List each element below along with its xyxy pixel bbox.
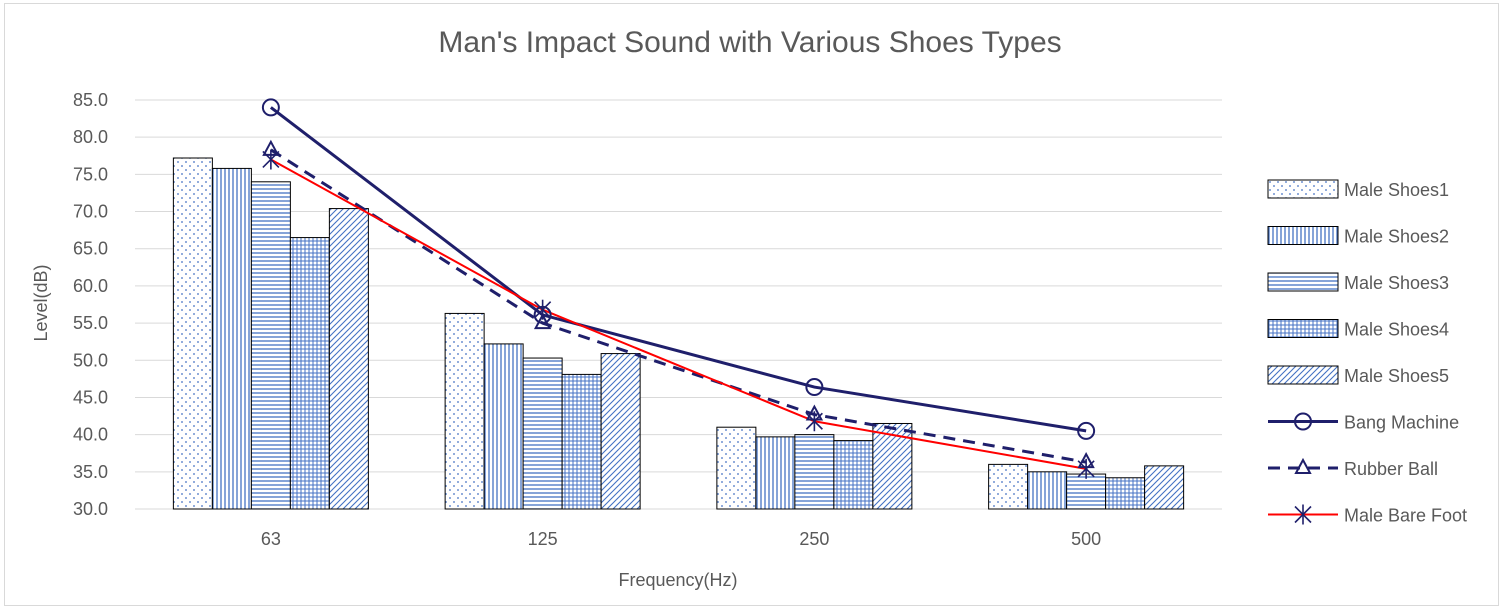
legend-entry: Male Bare Foot <box>1268 504 1467 526</box>
bar <box>794 434 835 510</box>
series-line <box>270 148 1087 464</box>
legend-label: Rubber Ball <box>1344 459 1438 479</box>
legend: Male Shoes1 Male Shoes2 Male Shoes3 Male Sh… <box>1267 179 1467 526</box>
bar <box>289 237 330 510</box>
bar <box>522 357 563 510</box>
y-tick-labels: 30.0 35.0 40.0 45.0 50.0 55.0 60.0 65.0 70.0 75.0… <box>73 90 108 519</box>
y-tick-label: 60.0 <box>73 276 108 296</box>
y-tick-label: 85.0 <box>73 90 108 110</box>
bar <box>561 373 602 510</box>
y-axis-title: Level(dB) <box>31 264 51 341</box>
chart-frame <box>4 3 1499 606</box>
legend-label: Bang Machine <box>1344 413 1459 433</box>
data-point <box>1294 504 1312 525</box>
legend-entry: Male Shoes1 <box>1267 179 1449 200</box>
y-tick-label: 55.0 <box>73 313 108 333</box>
legend-label: Male Shoes3 <box>1344 273 1449 293</box>
y-tick-label: 75.0 <box>73 164 108 184</box>
data-point <box>1294 457 1312 474</box>
y-tick-label: 30.0 <box>73 499 108 519</box>
bar <box>1066 473 1107 510</box>
data-point <box>1077 421 1096 440</box>
y-tick-label: 35.0 <box>73 462 108 482</box>
data-point <box>261 98 280 117</box>
bar <box>1027 471 1068 510</box>
data-point <box>1077 458 1095 479</box>
data-point <box>805 411 823 432</box>
x-axis-title: Frequency(Hz) <box>618 570 737 590</box>
bar <box>716 426 757 510</box>
line-series <box>261 98 1096 479</box>
bars <box>172 157 1185 510</box>
legend-label: Male Shoes4 <box>1344 320 1449 340</box>
legend-entry: Male Shoes2 <box>1267 226 1449 247</box>
legend-swatch <box>1267 272 1339 292</box>
legend-entry: Male Shoes4 <box>1267 319 1449 340</box>
bar <box>755 436 796 510</box>
legend-label: Male Shoes5 <box>1344 366 1449 386</box>
data-point <box>533 312 552 330</box>
legend-swatch <box>1267 179 1339 199</box>
legend-entry: Male Shoes3 <box>1267 272 1449 293</box>
bar <box>833 440 874 510</box>
y-tick-label: 40.0 <box>73 425 108 445</box>
bar <box>1105 477 1146 510</box>
legend-entry: Male Shoes5 <box>1267 365 1449 386</box>
legend-label: Male Shoes2 <box>1344 227 1449 247</box>
x-tick-label: 250 <box>799 529 829 549</box>
bar <box>600 353 641 510</box>
y-tick-label: 45.0 <box>73 387 108 407</box>
bar <box>250 181 291 510</box>
series-line <box>270 158 1087 470</box>
bar <box>444 312 485 510</box>
y-tick-label: 65.0 <box>73 239 108 259</box>
x-tick-label: 125 <box>528 529 558 549</box>
legend-label: Male Shoes1 <box>1344 180 1449 200</box>
chart-title: Man's Impact Sound with Various Shoes Ty… <box>438 26 1061 59</box>
legend-swatch <box>1267 226 1339 245</box>
data-point <box>262 149 280 170</box>
data-point <box>1294 412 1312 431</box>
y-tick-label: 70.0 <box>73 202 108 222</box>
bar <box>483 343 524 510</box>
x-tick-label: 500 <box>1071 529 1101 549</box>
legend-label: Male Bare Foot <box>1344 506 1467 526</box>
series-line <box>269 106 1087 433</box>
bar <box>211 167 252 510</box>
legend-entry: Bang Machine <box>1268 412 1459 433</box>
y-tick-label: 50.0 <box>73 350 108 370</box>
bar <box>1144 465 1185 510</box>
x-tick-labels: 63 125 250 500 <box>261 529 1101 549</box>
x-tick-label: 63 <box>261 529 281 549</box>
bar <box>328 208 369 510</box>
bar <box>172 157 213 510</box>
legend-swatch <box>1267 365 1339 385</box>
data-point <box>805 378 824 397</box>
y-tick-label: 80.0 <box>73 127 108 147</box>
data-point <box>534 299 552 320</box>
legend-entry: Rubber Ball <box>1268 457 1438 479</box>
legend-swatch <box>1267 319 1339 338</box>
bar <box>988 463 1029 510</box>
